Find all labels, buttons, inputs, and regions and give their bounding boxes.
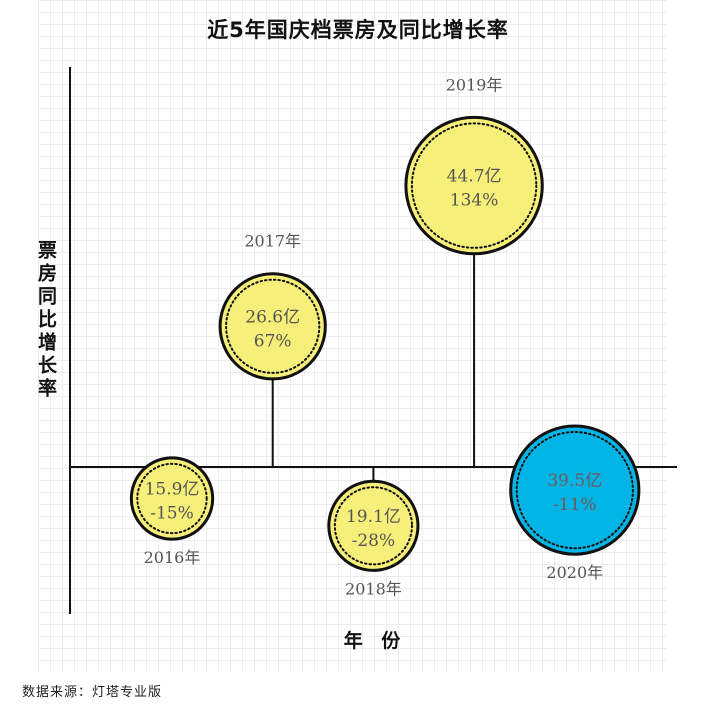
growth-label: -28%	[352, 531, 396, 551]
x-axis-label: 年 份	[343, 630, 407, 652]
growth-label: 134%	[450, 191, 499, 211]
bubble-2020年	[509, 424, 641, 556]
bubble-2017年	[218, 272, 327, 381]
bubble-dotted-ring	[410, 122, 538, 249]
value-label: 39.5亿	[547, 471, 602, 491]
source-note: 数据来源：灯塔专业版	[22, 685, 163, 700]
year-label: 2018年	[345, 579, 402, 598]
y-axis-label: 票房同比增长率	[35, 240, 57, 401]
growth-label: 67%	[254, 331, 292, 351]
value-label: 44.7亿	[447, 167, 502, 187]
year-label: 2019年	[446, 75, 503, 94]
chart-title: 近5年国庆档票房及同比增长率	[207, 18, 509, 42]
bubble-2018年	[327, 479, 420, 572]
growth-label: -15%	[150, 504, 194, 524]
growth-label: -11%	[553, 495, 597, 515]
bubble-dotted-ring	[333, 486, 413, 566]
bubble-dotted-ring	[225, 278, 321, 374]
year-label: 2020年	[546, 563, 603, 582]
bubble-2016年	[129, 456, 215, 541]
year-label: 2017年	[244, 232, 301, 251]
value-label: 19.1亿	[346, 507, 401, 527]
bubble-2019年	[404, 115, 544, 256]
value-label: 15.9亿	[145, 480, 200, 500]
value-label: 26.6亿	[245, 307, 300, 327]
year-label: 2016年	[144, 548, 201, 567]
bubble-dotted-ring	[515, 430, 634, 550]
bubble-dotted-ring	[136, 462, 208, 535]
